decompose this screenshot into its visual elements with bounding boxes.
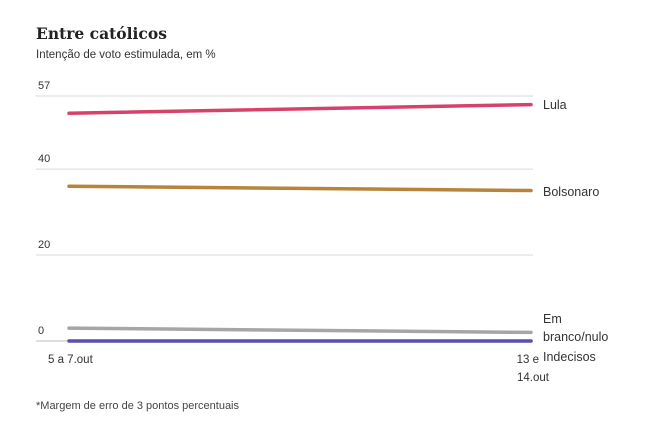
series-line-bolsonaro xyxy=(67,184,533,193)
series-line-em-branco-nulo xyxy=(67,326,533,335)
series-label-em-branco-nulo-line1: Em xyxy=(543,312,562,326)
series-label-lula: Lula xyxy=(543,98,567,112)
series-label-indecisos: Indecisos xyxy=(543,350,596,364)
series-label-bolsonaro: Bolsonaro xyxy=(543,185,599,199)
series-line-lula xyxy=(67,102,533,115)
series-label-em-branco-nulo-line2: branco/nulo xyxy=(543,330,608,344)
y-tick-label-57: 57 xyxy=(38,80,50,92)
footnote: *Margem de erro de 3 pontos percentuais xyxy=(36,400,240,412)
chart-subtitle: Intenção de voto estimulada, em % xyxy=(36,49,216,61)
x-tick-label-1: 13 e 14.out xyxy=(517,354,550,384)
chart-title: Entre católicos xyxy=(36,24,167,43)
y-tick-label-0: 0 xyxy=(38,325,44,337)
y-tick-label-20: 20 xyxy=(38,239,50,251)
x-tick-label-0: 5 a 7.out xyxy=(48,354,94,366)
y-tick-label-40: 40 xyxy=(38,153,50,165)
